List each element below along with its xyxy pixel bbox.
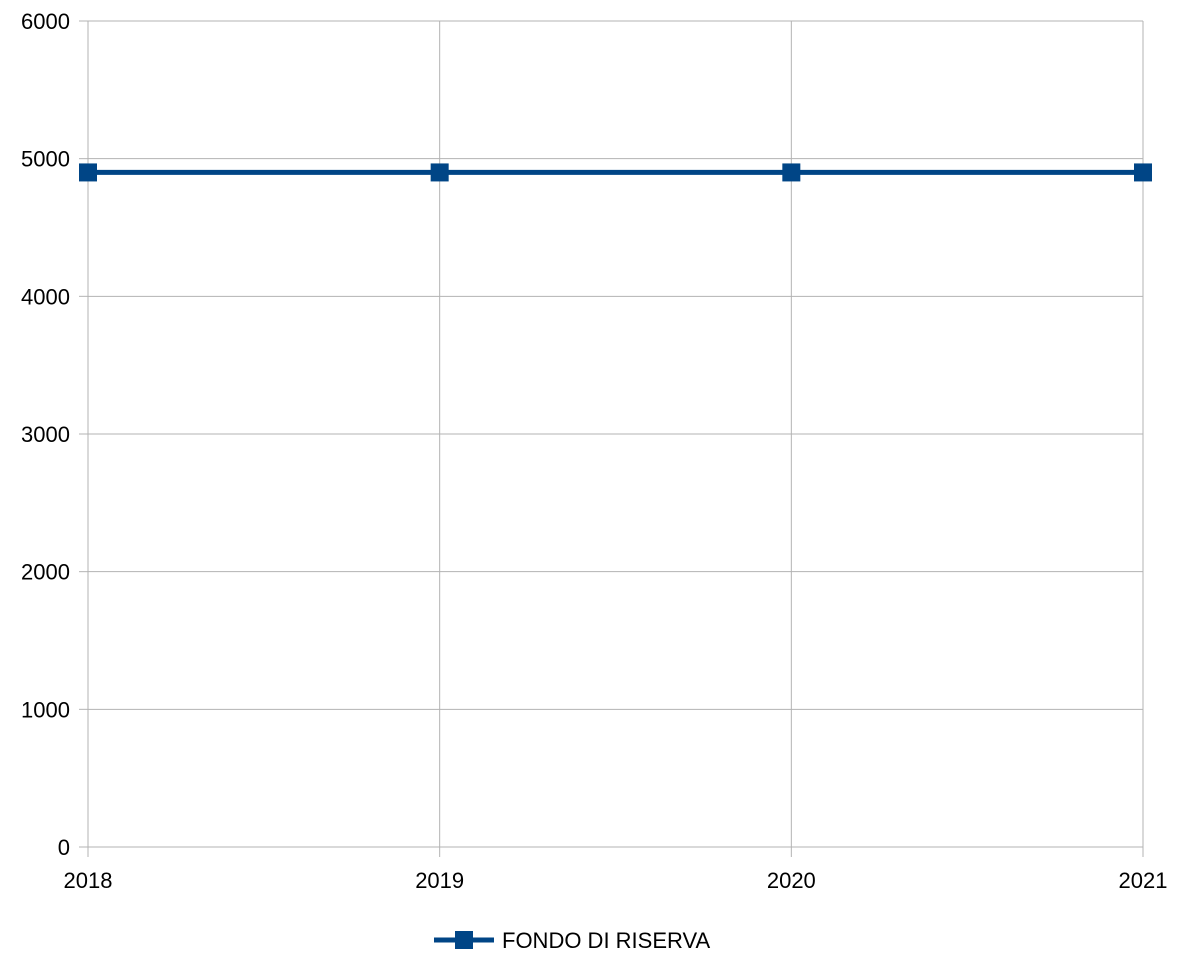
x-axis-tick-labels: 2018 2019 2020 2021	[64, 868, 1168, 893]
series-markers	[79, 163, 1152, 182]
y-tick-label-1000: 1000	[21, 697, 70, 722]
x-tick-label-2020: 2020	[767, 868, 816, 893]
x-tick-label-2021: 2021	[1119, 868, 1168, 893]
y-tick-label-6000: 6000	[21, 9, 70, 34]
y-tick-label-2000: 2000	[21, 560, 70, 585]
y-tick-label-3000: 3000	[21, 422, 70, 447]
legend-marker-swatch	[455, 931, 473, 949]
gridlines	[88, 20, 1143, 710]
data-point-2019	[430, 163, 449, 182]
x-tick-label-2019: 2019	[415, 868, 464, 893]
axes	[79, 20, 1144, 857]
data-point-2021	[1134, 163, 1152, 182]
y-axis-tick-labels: 0 1000 2000 3000 4000 5000 6000	[21, 9, 70, 860]
y-tick-label-0: 0	[58, 835, 70, 860]
y-tick-label-5000: 5000	[21, 147, 70, 172]
legend: FONDO DI RISERVA	[434, 928, 711, 953]
legend-label-fondo-di-riserva: FONDO DI RISERVA	[502, 928, 711, 953]
y-tick-label-4000: 4000	[21, 284, 70, 309]
data-point-2020	[782, 163, 801, 182]
data-point-2018	[79, 163, 97, 182]
x-tick-label-2018: 2018	[64, 868, 113, 893]
